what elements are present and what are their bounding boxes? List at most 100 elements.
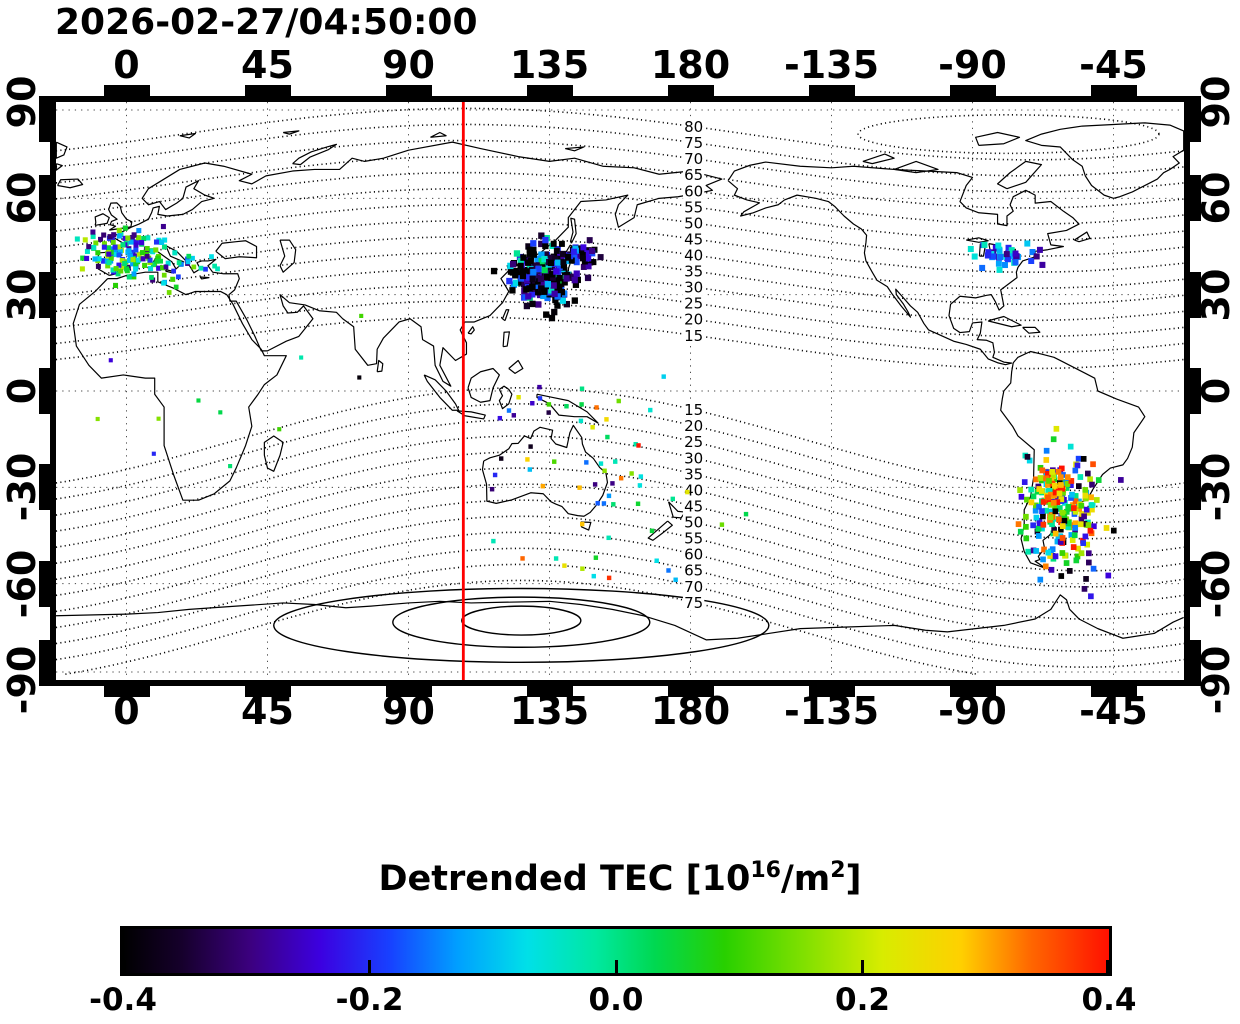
tec-scatter-point bbox=[1030, 493, 1037, 500]
tec-scatter-point bbox=[215, 266, 220, 272]
lat-tick-label-right: -60 bbox=[1194, 549, 1238, 618]
tec-scatter-point bbox=[145, 235, 151, 241]
tec-scatter-point bbox=[1069, 537, 1076, 543]
tec-scatter-point bbox=[1082, 492, 1089, 499]
tec-scatter-point bbox=[1055, 486, 1062, 493]
contour-label: 30 bbox=[684, 278, 703, 296]
tec-scatter-point bbox=[523, 286, 530, 293]
tec-scatter-point bbox=[1078, 502, 1085, 509]
tec-scatter-point bbox=[563, 300, 570, 308]
coastline bbox=[996, 160, 1043, 190]
tec-scatter-point bbox=[1083, 506, 1090, 513]
tec-scatter-point bbox=[1012, 250, 1019, 257]
tec-scatter-point bbox=[594, 405, 599, 410]
contour-label-bg bbox=[682, 118, 705, 135]
contour-label: 50 bbox=[684, 214, 703, 232]
tec-scatter-point bbox=[633, 442, 638, 447]
colorbar-tick-mark bbox=[614, 960, 618, 973]
tec-scatter-point bbox=[1028, 486, 1035, 493]
tec-scatter-point bbox=[160, 223, 166, 230]
maglat-contour-north bbox=[56, 139, 1184, 193]
contour-label-bg bbox=[682, 166, 705, 183]
lon-tick-label-top: 90 bbox=[382, 43, 435, 87]
coastline bbox=[57, 178, 84, 189]
tec-scatter-point bbox=[518, 279, 525, 286]
tec-scatter-point bbox=[154, 258, 160, 264]
tec-scatter-point bbox=[1045, 494, 1051, 501]
tec-scatter-point bbox=[586, 237, 593, 244]
tec-scatter-point bbox=[629, 471, 634, 476]
tec-scatter-point bbox=[1088, 502, 1095, 509]
tec-scatter-point bbox=[523, 302, 531, 310]
tec-scatter-point bbox=[1054, 538, 1061, 545]
tec-scatter-point bbox=[995, 242, 1002, 249]
tec-scatter-point bbox=[580, 263, 587, 270]
tec-scatter-point bbox=[1058, 465, 1065, 472]
tec-scatter-point bbox=[1081, 513, 1087, 520]
colorbar-tick-mark bbox=[861, 960, 864, 973]
tec-scatter-point bbox=[572, 281, 580, 288]
maglat-contour-north bbox=[56, 236, 1184, 290]
tec-scatter-point bbox=[967, 245, 974, 253]
lat-tick-mark-left bbox=[39, 560, 50, 607]
tec-scatter-point bbox=[147, 257, 153, 263]
tec-scatter-point bbox=[124, 266, 130, 272]
tec-scatter-point bbox=[547, 259, 555, 267]
lon-tick-mark-top bbox=[667, 85, 714, 96]
tec-scatter-point bbox=[525, 243, 532, 250]
tec-scatter-point bbox=[541, 255, 548, 263]
tec-scatter-point bbox=[584, 460, 589, 465]
tec-scatter-point bbox=[1077, 521, 1084, 528]
tec-scatter-point bbox=[128, 239, 134, 245]
lat-tick-mark-right bbox=[1190, 175, 1201, 222]
coastline bbox=[467, 326, 475, 335]
tec-scatter-point bbox=[117, 248, 123, 254]
tec-scatter-point bbox=[1081, 585, 1088, 592]
tec-scatter-point bbox=[1065, 503, 1072, 510]
tec-scatter-point bbox=[127, 253, 133, 259]
lon-tick-label-top: 180 bbox=[650, 43, 731, 87]
tec-scatter-point bbox=[1070, 502, 1076, 508]
tec-scatter-point bbox=[1068, 532, 1075, 538]
tec-scatter-point bbox=[1045, 549, 1052, 556]
maglat-contour-north bbox=[56, 220, 1184, 273]
tec-scatter-point bbox=[556, 263, 563, 271]
tec-scatter-point bbox=[548, 314, 556, 322]
tec-scatter-point bbox=[517, 257, 524, 265]
tec-scatter-point bbox=[125, 235, 131, 241]
lon-tick-mark-bottom bbox=[667, 686, 714, 697]
tec-scatter-point bbox=[133, 239, 139, 245]
colorbar-title-prefix: Detrended TEC [10 bbox=[378, 859, 751, 899]
tec-scatter-point bbox=[719, 522, 725, 527]
tec-scatter-point bbox=[1036, 246, 1043, 253]
tec-scatter-point bbox=[1054, 499, 1061, 506]
contour-label-bg bbox=[682, 562, 705, 579]
tec-scatter-point bbox=[120, 263, 126, 270]
tec-scatter-point bbox=[568, 257, 575, 264]
tec-scatter-point bbox=[563, 275, 570, 282]
tec-scatter-point bbox=[543, 270, 550, 278]
tec-scatter-point bbox=[521, 266, 528, 274]
colorbar-title-mid: /m bbox=[780, 859, 831, 899]
coastline bbox=[279, 239, 297, 273]
lat-tick-mark-left bbox=[39, 175, 50, 222]
tec-scatter-point bbox=[1042, 563, 1049, 570]
tec-scatter-point bbox=[560, 262, 568, 269]
lon-tick-mark-bottom bbox=[1090, 686, 1137, 697]
tec-scatter-point bbox=[126, 257, 132, 263]
tec-scatter-point bbox=[122, 260, 128, 267]
tec-scatter-point bbox=[985, 249, 992, 256]
colorbar-tick-label: 0.4 bbox=[1081, 982, 1137, 1018]
tec-scatter-point bbox=[1057, 539, 1064, 545]
lon-tick-mark-top bbox=[1090, 85, 1137, 96]
tec-scatter-point bbox=[1080, 455, 1087, 462]
coastline bbox=[467, 367, 500, 403]
tec-scatter-point bbox=[648, 407, 653, 413]
tec-scatter-point bbox=[1036, 520, 1043, 527]
tec-scatter-point bbox=[74, 236, 80, 242]
tec-scatter-point bbox=[661, 374, 666, 379]
tec-scatter-point bbox=[160, 265, 166, 271]
tec-scatter-point bbox=[1033, 548, 1039, 554]
tec-scatter-point bbox=[579, 386, 585, 391]
tec-scatter-point bbox=[90, 229, 96, 235]
